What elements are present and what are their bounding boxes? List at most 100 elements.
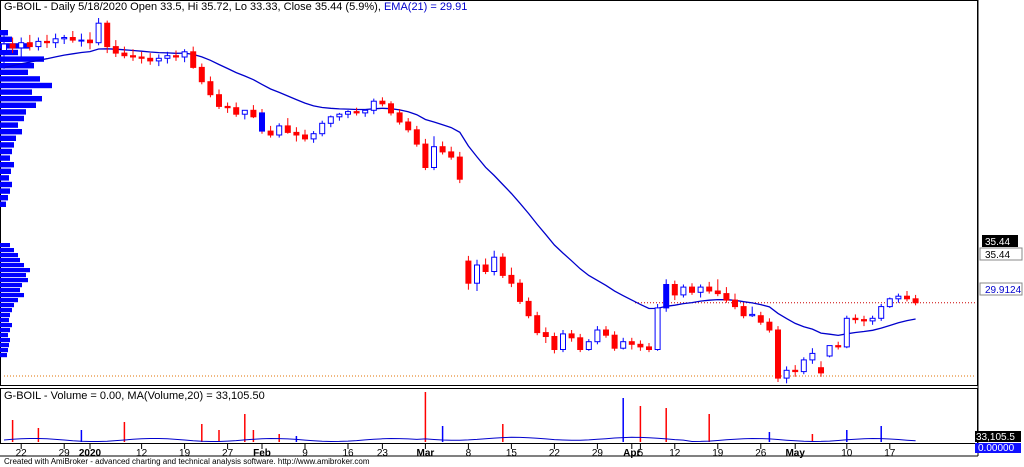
candle-body <box>173 55 179 58</box>
volume-profile-bar <box>0 188 10 194</box>
volume-profile-bar <box>0 195 8 201</box>
candle-body <box>482 264 489 272</box>
candle <box>104 20 111 54</box>
candle <box>843 315 850 349</box>
candle-body <box>611 334 618 349</box>
candle <box>233 102 240 117</box>
volume-profile-bar <box>0 181 12 188</box>
candle-body <box>233 107 240 115</box>
candle-body <box>757 315 764 323</box>
candle <box>826 345 833 358</box>
volume-top-label-text: 33,105.5 <box>976 432 1015 443</box>
candle <box>61 34 68 44</box>
candle <box>895 293 902 303</box>
candle-body <box>852 317 859 321</box>
volume-profile-bar <box>0 313 10 318</box>
last-close-label-text: 35.44 <box>985 237 1010 248</box>
candle-body <box>405 121 412 131</box>
candle-body <box>336 113 343 118</box>
candle-body <box>267 130 274 136</box>
candle-body <box>508 274 515 284</box>
candle <box>26 34 33 51</box>
candle-body <box>886 298 893 308</box>
candle <box>405 118 412 133</box>
candle-body <box>577 337 584 350</box>
candle-body <box>637 343 644 348</box>
candle-body <box>370 100 377 111</box>
candle-body <box>732 299 738 308</box>
volume-profile-bar <box>0 268 30 273</box>
candle <box>474 259 480 291</box>
volume-profile-bar <box>0 308 12 313</box>
candle <box>861 315 867 327</box>
candle-body <box>465 260 472 284</box>
candle <box>284 118 291 134</box>
candle-body <box>861 319 867 322</box>
candle <box>818 361 824 377</box>
date-tick-label: Apr <box>623 448 640 459</box>
ema-value-label-bg <box>982 283 1018 295</box>
date-tick-label: 8 <box>466 448 472 459</box>
candle <box>267 125 274 138</box>
candle <box>551 332 558 354</box>
volume-profile-bar <box>0 155 10 161</box>
candle-body <box>646 346 652 350</box>
ema-value-label-text: 29.9124 <box>985 285 1022 296</box>
date-tick-label: 2020 <box>79 448 102 459</box>
candle <box>491 250 498 276</box>
volume-bottom-label-bg <box>975 443 1021 453</box>
candle-body <box>723 293 730 301</box>
last-close-label: 35.44 <box>982 235 1018 248</box>
candle-body <box>190 51 197 68</box>
date-tick-label: 5 <box>638 448 644 459</box>
candle <box>130 49 136 61</box>
date-tick-label: 26 <box>755 448 767 459</box>
candle-body <box>181 51 188 58</box>
candle-body <box>912 298 919 304</box>
candle <box>611 331 618 351</box>
candle <box>388 101 394 116</box>
candle-body <box>319 122 326 135</box>
candle-body <box>594 329 601 343</box>
candle-body <box>474 264 480 284</box>
candle-body <box>689 286 695 293</box>
candle-body <box>620 341 627 349</box>
candle-body <box>35 40 42 48</box>
date-tick-label: 12 <box>136 448 148 459</box>
candle-body <box>456 156 463 180</box>
date-tick-label: 17 <box>884 448 896 459</box>
candle <box>112 40 119 57</box>
candle-body <box>241 109 248 115</box>
candle-body <box>284 125 291 133</box>
candle <box>835 341 842 350</box>
volume-profile-bar <box>0 49 18 56</box>
candle-body <box>130 55 136 58</box>
ema-line <box>3 48 916 337</box>
candle <box>250 105 257 119</box>
candle <box>534 311 541 336</box>
date-tick-label: 16 <box>342 448 354 459</box>
volume-top-label: 33,105.5 <box>975 431 1021 443</box>
volume-profile-bar <box>0 323 12 328</box>
volume-profile-bar <box>0 102 36 108</box>
volume-profile-bar <box>0 273 26 278</box>
candle <box>904 291 910 302</box>
volume-profile-bar <box>0 82 52 89</box>
candle-body <box>560 333 566 350</box>
volume-profile-bar <box>0 293 24 298</box>
candle-body <box>327 116 334 124</box>
candle-body <box>499 256 506 276</box>
candle <box>310 131 317 143</box>
volume-profile-bar <box>0 142 14 148</box>
price-header: G-BOIL - Daily 5/18/2020 Open 33.5, Hi 3… <box>4 1 468 13</box>
volume-profile-bar <box>0 148 12 155</box>
candle-body <box>843 317 850 348</box>
candle <box>620 337 627 350</box>
candle <box>9 37 16 54</box>
candle-body <box>52 38 59 44</box>
candle-body <box>783 369 790 379</box>
volume-profile-bar <box>0 175 9 181</box>
candle <box>654 304 661 351</box>
candle <box>577 333 584 353</box>
